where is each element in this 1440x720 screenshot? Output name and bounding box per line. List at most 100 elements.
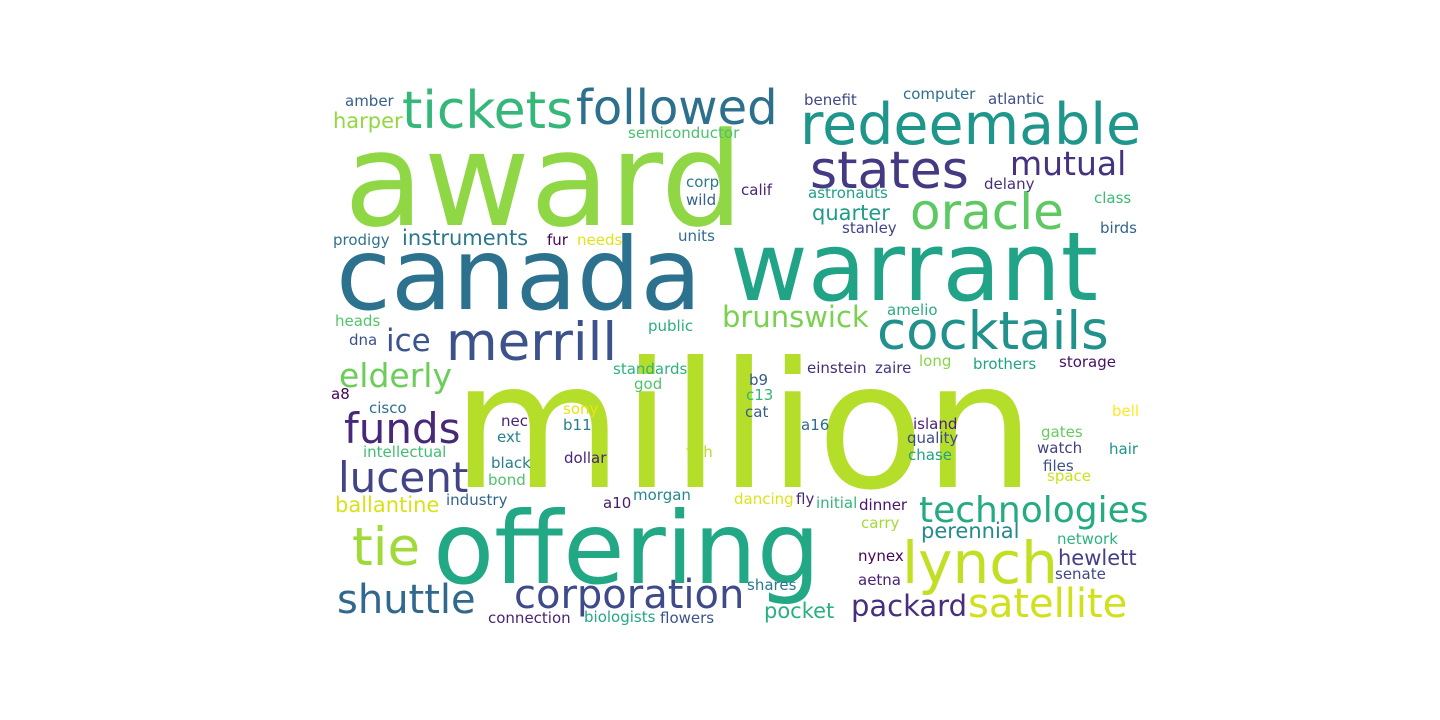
word-b11: b11 [563, 416, 592, 434]
word-computer: computer [903, 85, 976, 103]
word-morgan: morgan [633, 486, 691, 504]
word-units: units [678, 227, 715, 245]
word-delany: delany [984, 175, 1035, 193]
word-cocktails: cocktails [877, 301, 1109, 362]
word-brothers: brothers [973, 355, 1036, 373]
word-sony: sony [563, 400, 598, 418]
word-pocket: pocket [764, 599, 834, 623]
word-packard: packard [851, 589, 967, 623]
word-oracle: oracle [910, 183, 1064, 241]
word-cisco: cisco [369, 399, 407, 417]
word-nec: nec [501, 412, 528, 430]
word-mutual: mutual [1010, 144, 1126, 183]
word-brunswick: brunswick [722, 300, 869, 334]
word-birds: birds [1100, 219, 1137, 237]
word-dna: dna [349, 331, 377, 349]
word-intellectual: intellectual [363, 443, 446, 461]
word-chase: chase [908, 446, 952, 464]
word-amelio: amelio [887, 301, 938, 319]
word-tie: tie [352, 517, 420, 578]
word-a10: a10 [603, 494, 631, 512]
word-award: award [344, 104, 743, 256]
word-semiconductor: semiconductor [628, 124, 740, 142]
word-c13: c13 [746, 386, 773, 404]
word-quality: quality [907, 429, 958, 447]
word-corp: corp [686, 173, 719, 191]
word-watch: watch [1037, 439, 1082, 457]
word-atlantic: atlantic [988, 90, 1044, 108]
word-ice: ice [386, 323, 431, 359]
word-cat: cat [745, 403, 768, 421]
word-harper: harper [333, 109, 403, 133]
word-a8: a8 [331, 385, 350, 403]
word-instruments: instruments [402, 226, 528, 250]
word-quarter: quarter [812, 201, 890, 225]
word-offering: offering [433, 490, 820, 607]
word-industry: industry [446, 491, 508, 509]
word-shares: shares [747, 576, 797, 594]
word-perennial: perennial [921, 519, 1020, 543]
word-corporation: corporation [514, 572, 744, 618]
word-states: states [810, 141, 969, 201]
word-aetna: aetna [858, 571, 901, 589]
word-tickets: tickets [402, 81, 573, 141]
word-million: million [452, 326, 1035, 529]
word-a16: a16 [801, 416, 829, 434]
word-standards: standards [613, 360, 688, 378]
word-heads: heads [335, 312, 380, 330]
word-dinner: dinner [859, 496, 908, 514]
word-class: class [1094, 189, 1131, 207]
word-biologists: biologists [584, 608, 656, 626]
word-dollar: dollar [564, 449, 607, 467]
word-god: god [634, 375, 662, 393]
word-network: network [1057, 530, 1118, 548]
word-b9: b9 [749, 371, 768, 389]
word-lucent: lucent [338, 453, 468, 502]
word-satellite: satellite [968, 581, 1127, 627]
word-followed: followed [576, 80, 778, 136]
word-nynex: nynex [858, 547, 904, 565]
word-canada: canada [336, 216, 702, 333]
word-bell: bell [1112, 402, 1139, 420]
word-bond: bond [488, 471, 526, 489]
word-lynch: lynch [902, 529, 1058, 597]
word-ballantine: ballantine [335, 493, 439, 517]
word-flowers: flowers [660, 609, 714, 627]
word-prodigy: prodigy [333, 231, 390, 249]
word-fly: fly [796, 490, 814, 508]
word-calif: calif [741, 181, 773, 199]
word-long: long [919, 352, 951, 370]
word-ext: ext [497, 428, 521, 446]
word-fish: fish [686, 443, 713, 461]
word-redeemable: redeemable [800, 92, 1141, 158]
word-warrant: warrant [730, 213, 1098, 323]
word-carry: carry [861, 514, 900, 532]
word-shuttle: shuttle [337, 577, 476, 623]
word-einstein: einstein [807, 359, 867, 377]
word-needs: needs [577, 231, 622, 249]
word-fur: fur [547, 231, 569, 249]
word-stanley: stanley [842, 219, 897, 237]
word-gates: gates [1041, 423, 1083, 441]
word-public: public [648, 317, 693, 335]
word-astronauts: astronauts [808, 184, 888, 202]
word-elderly: elderly [339, 356, 452, 395]
word-initial: initial [816, 494, 857, 512]
word-funds: funds [344, 404, 461, 453]
word-hewlett: hewlett [1058, 546, 1137, 570]
word-space: space [1047, 467, 1091, 485]
word-island: island [913, 415, 957, 433]
word-storage: storage [1059, 353, 1116, 371]
word-amber: amber [345, 92, 395, 110]
word-senate: senate [1055, 565, 1106, 583]
word-merrill: merrill [446, 312, 617, 373]
word-hair: hair [1109, 440, 1139, 458]
word-technologies: technologies [919, 490, 1149, 531]
word-files: files [1043, 457, 1074, 475]
word-dancing: dancing [734, 490, 794, 508]
word-benefit: benefit [804, 91, 857, 109]
word-zaire: zaire [875, 359, 911, 377]
